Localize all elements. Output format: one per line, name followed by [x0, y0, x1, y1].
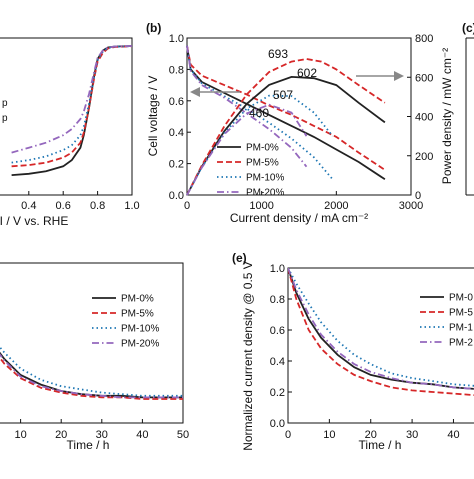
panel-e-ytick-label-5: 1.0 — [270, 263, 285, 275]
panel-b-legend-label-1: PM-5% — [246, 158, 279, 169]
panel-d-legend-label-3: PM-20% — [121, 339, 159, 350]
panel-label-c: (c) — [462, 21, 474, 35]
panel-a-legend-label-3: p — [2, 113, 8, 124]
panel-b-xlabel: Current density / mA cm⁻² — [230, 211, 368, 225]
panel-a-xtick-label-5: 1.0 — [124, 200, 139, 212]
panel-b-ytick-label-3: 0.6 — [169, 96, 184, 108]
panel-e-legend-label-1: PM-5 — [449, 308, 473, 319]
panel-d-xtick-label-2: 30 — [96, 429, 108, 441]
panel-e-series-2 — [288, 268, 474, 387]
panel-e-ytick-label-1: 0.2 — [270, 387, 285, 399]
panel-b-legend-label-0: PM-0% — [246, 143, 279, 154]
panel-b-legend-label-3: PM-20% — [246, 188, 284, 199]
panel-e-legend-label-3: PM-2 — [449, 338, 473, 349]
panel-b-peak-label-0: 693 — [268, 47, 288, 61]
panel-b-power-2 — [186, 94, 334, 196]
panel-b-peak-label-2: 507 — [273, 88, 293, 102]
panel-b-ytick-right-label-4: 800 — [415, 33, 433, 45]
panel-a-frame — [0, 37, 133, 196]
panel-e-xlabel: Time / h — [359, 438, 402, 452]
panel-e-legend-label-2: PM-1 — [449, 323, 473, 334]
panel-e-ytick-label-0: 0.0 — [270, 418, 285, 430]
panel-b-power-1 — [186, 58, 386, 196]
panel-d-legend-label-2: PM-10% — [121, 324, 159, 335]
panel-d-series-1 — [0, 356, 183, 400]
panel-d-xtick-label-1: 20 — [55, 429, 67, 441]
panel-b-xtick-label-2: 2000 — [324, 200, 348, 212]
panel-d-xtick-label-4: 50 — [177, 429, 189, 441]
panel-e-frame — [287, 267, 474, 424]
panel-d-frame — [0, 262, 184, 424]
panel-e-legend-label-0: PM-0 — [449, 293, 473, 304]
panel-e-xtick-label-1: 10 — [323, 429, 335, 441]
panel-b-peak-label-1: 602 — [297, 66, 317, 80]
panel-a-series-2 — [11, 45, 132, 164]
panel-d-legend-label-0: PM-0% — [121, 294, 154, 305]
panel-label-b: (b) — [146, 21, 161, 35]
panel-d-xtick-label-3: 40 — [136, 429, 148, 441]
panel-b-ytick-label-0: 0.0 — [169, 190, 184, 202]
panel-a-xtick-label-4: 0.8 — [90, 200, 105, 212]
panel-e-xtick-label-4: 40 — [447, 429, 459, 441]
panel-b-voltage-0 — [186, 45, 386, 181]
panel-e-series-0 — [288, 268, 474, 390]
panel-b-power-0 — [186, 75, 386, 196]
panel-b-ytick-label-2: 0.4 — [169, 127, 184, 139]
panel-a-series-0 — [11, 45, 132, 176]
panel-b-ytick-label-4: 0.8 — [169, 64, 184, 76]
panel-a-xtick-label-2: 0.4 — [21, 200, 36, 212]
panel-d-series-3 — [0, 353, 183, 399]
panel-a-series-3 — [11, 45, 132, 154]
panel-b-ylabel: Cell voltage / V — [146, 76, 160, 157]
panel-e-ytick-label-3: 0.6 — [270, 325, 285, 337]
panel-e-xtick-label-2: 20 — [365, 429, 377, 441]
panel-d-series-2 — [0, 346, 183, 397]
panel-d-legend-label-1: PM-5% — [121, 309, 154, 320]
panel-e-xtick-label-3: 30 — [406, 429, 418, 441]
panel-e-ytick-label-2: 0.4 — [270, 356, 285, 368]
panel-b-legend-label-2: PM-10% — [246, 173, 284, 184]
panel-b-ytick-label-1: 0.2 — [169, 159, 184, 171]
panel-b-ytick-right-label-3: 600 — [415, 72, 433, 84]
panel-e-series-1 — [288, 268, 474, 396]
panel-b-ytick-right-label-2: 400 — [415, 112, 433, 124]
panel-b-ytick-right-label-1: 200 — [415, 151, 433, 163]
panel-e-series-3 — [288, 268, 474, 390]
panel-b-voltage-2 — [186, 45, 334, 180]
panel-label-e: (e) — [232, 251, 247, 265]
panel-b-peak-label-3: 460 — [249, 106, 269, 120]
panel-e-xtick-label-0: 0 — [285, 429, 291, 441]
panel-e-ylabel: Normalized current density @ 0.5 V — [241, 261, 255, 451]
panel-a-legend-label-2: p — [2, 98, 8, 109]
panel-e-ytick-label-4: 0.8 — [270, 294, 285, 306]
panel-b-arrowhead-left — [190, 87, 200, 97]
panel-b-power-3 — [186, 103, 308, 196]
panel-a-xtick-label-3: 0.6 — [56, 200, 71, 212]
panel-a-xlabel: I / V vs. RHE — [0, 214, 68, 228]
panel-b-xtick-label-1: 1000 — [249, 200, 273, 212]
panel-b-ytick-right-label-0: 0 — [415, 190, 421, 202]
panel-b-ytick-label-5: 1.0 — [169, 33, 184, 45]
panel-b-ylabel-right: Power density / mW cm⁻² — [440, 48, 454, 184]
panel-a-series-1 — [11, 45, 132, 168]
panel-b-xtick-label-3: 3000 — [399, 200, 423, 212]
panel-b-arrowhead-right — [394, 71, 404, 81]
panel-d-xtick-label-0: 10 — [14, 429, 26, 441]
panel-b-xtick-label-0: 0 — [184, 200, 190, 212]
panel-b-voltage-3 — [186, 45, 308, 168]
panel-d-xlabel: Time / h — [67, 438, 110, 452]
